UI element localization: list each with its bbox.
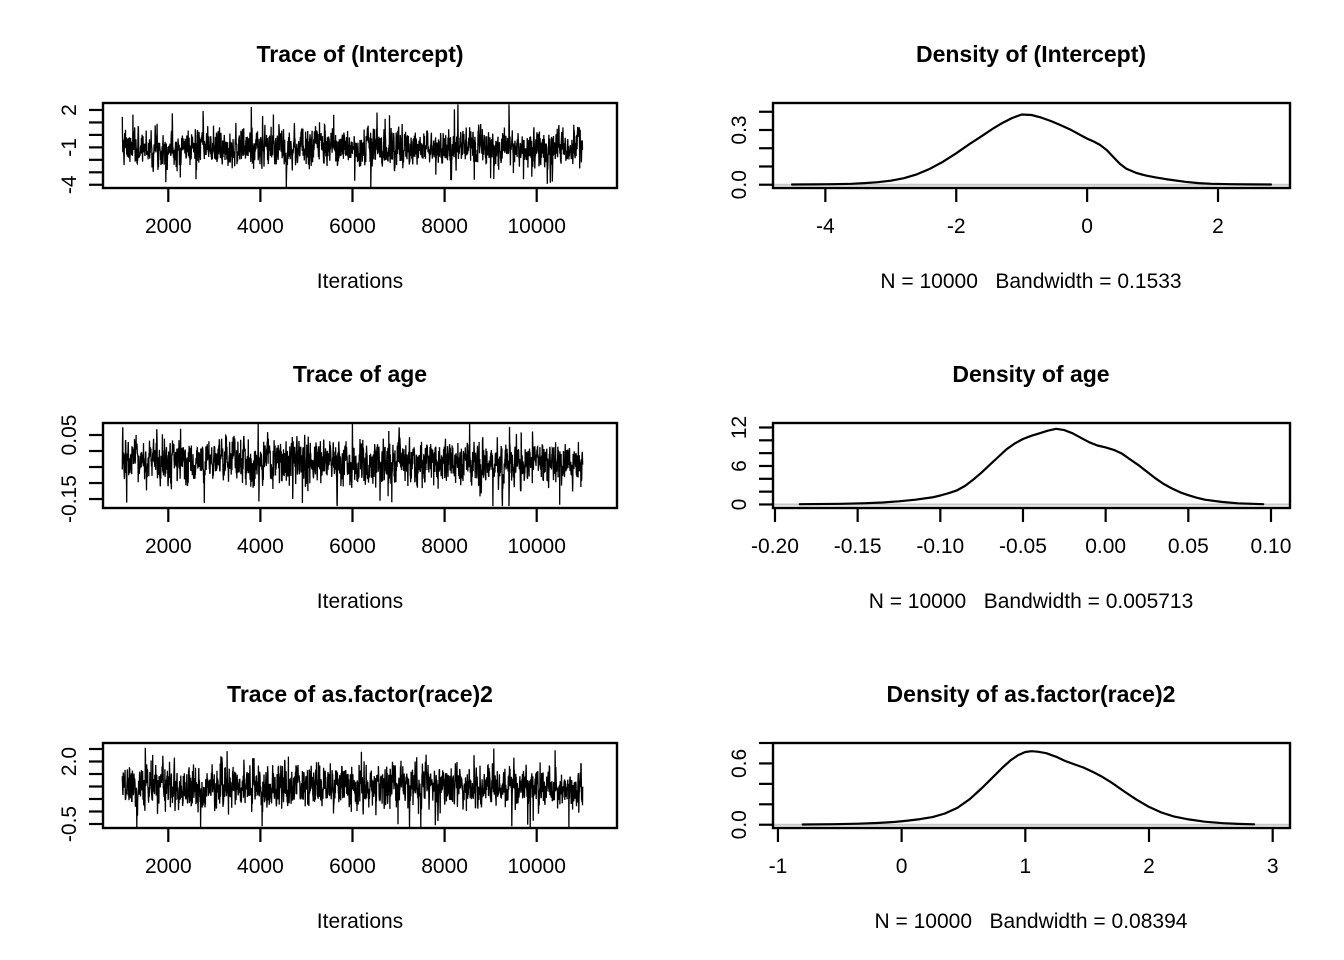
x-tick-label: -4 <box>816 215 835 238</box>
y-tick-label: -1 <box>58 138 81 157</box>
trace-plot-area: 2000 4000 6000 8000 10000 0.05 -0.15 <box>58 415 619 558</box>
x-axis-label: Iterations <box>317 270 403 293</box>
trace-line <box>121 423 584 507</box>
x-tick-label: 1 <box>1019 855 1031 878</box>
panel-density-age: Density of age -0.20 -0.15 -0.10 -0.05 0.00 0… <box>728 361 1291 613</box>
panel-density-race2: Density of as.factor(race)2 -1 0 1 2 3 0.6 0.0… <box>728 681 1292 933</box>
x-tick-label: 4000 <box>237 855 284 878</box>
x-tick-label: 0 <box>896 855 908 878</box>
y-tick-label: -0.15 <box>58 475 81 523</box>
x-tick-label: 8000 <box>421 855 468 878</box>
plot-frame <box>101 101 619 190</box>
x-tick-label: 4000 <box>237 535 284 558</box>
x-tick-label: 6000 <box>329 215 376 238</box>
panel-title: Trace of as.factor(race)2 <box>227 681 493 707</box>
x-tick-label: 6000 <box>329 535 376 558</box>
x-tick-label: 2000 <box>145 855 192 878</box>
x-tick-label: 8000 <box>421 215 468 238</box>
plot-frame <box>771 101 1292 190</box>
density-sub-label: N = 10000 Bandwidth = 0.005713 <box>869 590 1194 613</box>
x-tick-label: 10000 <box>507 535 565 558</box>
x-tick-label: 2 <box>1212 215 1224 238</box>
x-axis-label: Iterations <box>317 910 403 933</box>
trace-line <box>121 747 584 828</box>
x-tick-label: 4000 <box>237 215 284 238</box>
y-tick-label: 12 <box>728 416 751 439</box>
density-curve <box>790 113 1273 186</box>
y-tick-label: 0.6 <box>728 749 751 778</box>
trace-plot-area: 2000 4000 6000 8000 10000 2 -1 -4 <box>58 101 619 238</box>
x-tick-label: -0.20 <box>751 535 799 558</box>
panel-density-intercept: Density of (Intercept) -4 -2 0 2 0.3 0.0 N = … <box>728 41 1292 293</box>
x-tick-label: 10000 <box>507 215 565 238</box>
x-tick-label: -2 <box>947 215 966 238</box>
y-tick-label: -0.5 <box>58 806 81 842</box>
density-sub-label: N = 10000 Bandwidth = 0.1533 <box>880 270 1181 293</box>
y-tick-label: -4 <box>58 175 81 194</box>
x-axis-label: Iterations <box>317 590 403 613</box>
panel-trace-intercept: Trace of (Intercept) 2000 4000 6000 8000 100… <box>58 41 619 293</box>
panel-title: Density of age <box>952 361 1109 387</box>
density-curve <box>798 427 1265 506</box>
density-plot-area: -1 0 1 2 3 0.6 0.0 <box>728 741 1292 878</box>
x-tick-label: -1 <box>769 855 788 878</box>
plot-frame <box>101 741 619 830</box>
panel-title: Density of as.factor(race)2 <box>887 681 1176 707</box>
y-tick-label: 0.0 <box>728 170 751 199</box>
y-tick-label: 0 <box>728 499 751 511</box>
panel-title: Trace of (Intercept) <box>256 41 463 67</box>
x-tick-label: 0.00 <box>1085 535 1126 558</box>
panel-title: Trace of age <box>293 361 427 387</box>
plot-frame <box>771 421 1292 510</box>
density-sub-label: N = 10000 Bandwidth = 0.08394 <box>875 910 1188 933</box>
panel-title: Density of (Intercept) <box>916 41 1146 67</box>
y-tick-label: 6 <box>728 460 751 472</box>
x-tick-label: -0.05 <box>999 535 1047 558</box>
x-tick-label: 8000 <box>421 535 468 558</box>
y-tick-label: 2.0 <box>58 747 81 776</box>
plot-frame <box>771 741 1292 830</box>
x-tick-label: 6000 <box>329 855 376 878</box>
x-tick-label: 2000 <box>145 535 192 558</box>
y-tick-label: 0.3 <box>728 115 751 144</box>
x-tick-label: 0 <box>1081 215 1093 238</box>
y-tick-label: 0.05 <box>58 415 81 456</box>
trace-plot-area: 2000 4000 6000 8000 10000 2.0 -0.5 <box>58 741 619 878</box>
x-tick-label: 2000 <box>145 215 192 238</box>
x-tick-label: 2 <box>1143 855 1155 878</box>
trace-line <box>121 104 584 188</box>
x-tick-label: 0.10 <box>1251 535 1292 558</box>
x-tick-label: -0.15 <box>834 535 882 558</box>
density-plot-area: -4 -2 0 2 0.3 0.0 <box>728 101 1292 238</box>
x-tick-label: 3 <box>1267 855 1279 878</box>
panel-trace-age: Trace of age 2000 4000 6000 8000 10000 0.05 -0… <box>58 361 619 613</box>
panel-trace-race2: Trace of as.factor(race)2 2000 4000 6000 80… <box>58 681 619 933</box>
density-curve <box>801 750 1256 826</box>
x-tick-label: -0.10 <box>916 535 964 558</box>
x-tick-label: 10000 <box>507 855 565 878</box>
plot-frame <box>101 421 619 510</box>
y-tick-label: 0.0 <box>728 810 751 839</box>
y-tick-label: 2 <box>58 104 81 116</box>
density-plot-area: -0.20 -0.15 -0.10 -0.05 0.00 0.05 0.10 12 6 0 <box>728 416 1291 558</box>
x-tick-label: 0.05 <box>1168 535 1209 558</box>
